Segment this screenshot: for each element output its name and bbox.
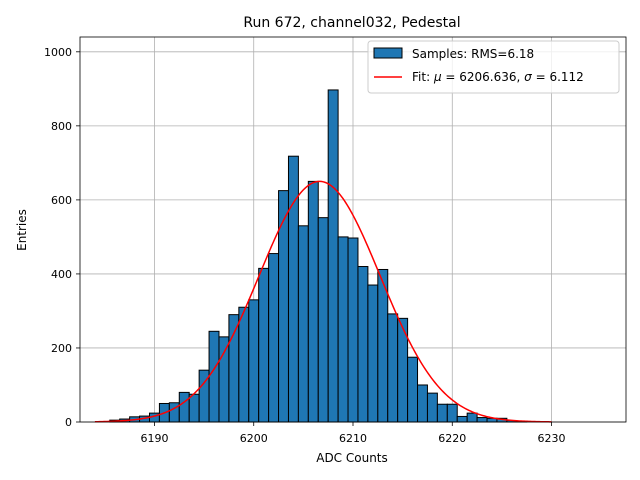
x-tick-label: 6210 xyxy=(339,432,367,445)
histogram-bar xyxy=(426,392,438,423)
legend-fit-sigma-symbol: σ xyxy=(524,70,532,84)
histogram-bar xyxy=(327,89,339,423)
legend: Samples: RMS=6.18 Fit: μ = 6206.636, σ =… xyxy=(367,40,620,94)
legend-fit-mu-value: = 6206.636, xyxy=(442,70,525,84)
histogram-bar xyxy=(238,306,250,423)
legend-fit-prefix: Fit: xyxy=(412,70,434,84)
y-tick-label: 1000 xyxy=(44,46,72,59)
gaussian-fit-curve xyxy=(94,180,552,423)
y-tick-label: 400 xyxy=(51,268,72,281)
histogram-bar xyxy=(188,393,200,423)
y-tick-label: 200 xyxy=(51,342,72,355)
y-tick-label: 0 xyxy=(65,416,72,429)
histogram-bar xyxy=(208,330,220,423)
histogram-bar xyxy=(317,217,329,423)
histogram-bar xyxy=(287,155,299,423)
histogram-bar xyxy=(377,268,389,423)
histogram-bar xyxy=(436,403,448,423)
y-tick-label: 600 xyxy=(51,194,72,207)
histogram-bar xyxy=(248,299,260,423)
y-axis-label: Entries xyxy=(15,209,29,251)
histogram-bar xyxy=(228,314,240,423)
histogram-bar xyxy=(347,237,359,423)
histogram-bar xyxy=(456,415,468,423)
histogram-bar xyxy=(387,313,399,423)
legend-samples-patch xyxy=(373,47,403,59)
y-axis-ticks: 0 200 400 600 800 1000 xyxy=(44,46,80,429)
histogram-bars xyxy=(109,89,528,423)
histogram-bar xyxy=(337,236,349,423)
histogram-bar xyxy=(258,267,270,423)
histogram-bar xyxy=(407,356,419,423)
histogram-bar xyxy=(417,384,428,423)
histogram-bar xyxy=(178,391,190,423)
legend-fit-sigma-value: = 6.112 xyxy=(532,70,584,84)
histogram-bar xyxy=(466,412,478,423)
histogram-bar xyxy=(268,253,280,423)
legend-box xyxy=(367,40,620,94)
chart-title: Run 672, channel032, Pedestal xyxy=(243,15,460,31)
x-tick-label: 6220 xyxy=(438,432,466,445)
histogram-bar xyxy=(476,417,488,423)
histogram-bar xyxy=(218,336,230,423)
legend-samples-label: Samples: RMS=6.18 xyxy=(412,47,534,61)
histogram-bar xyxy=(357,266,369,423)
histogram-bar xyxy=(367,284,379,423)
x-tick-label: 6200 xyxy=(240,432,268,445)
legend-fit-label: Fit: μ = 6206.636, σ = 6.112 xyxy=(412,70,584,84)
y-tick-label: 800 xyxy=(51,120,72,133)
x-tick-label: 6190 xyxy=(140,432,168,445)
legend-fit-mu-symbol: μ xyxy=(433,70,442,84)
histogram-bar xyxy=(446,403,458,423)
x-axis-label: ADC Counts xyxy=(316,451,388,465)
histogram-bar xyxy=(307,180,319,423)
histogram-bar xyxy=(297,225,309,423)
histogram-bar xyxy=(278,190,289,423)
x-axis-ticks: 6190 6200 6210 6220 6230 xyxy=(140,422,566,445)
x-tick-label: 6230 xyxy=(538,432,566,445)
